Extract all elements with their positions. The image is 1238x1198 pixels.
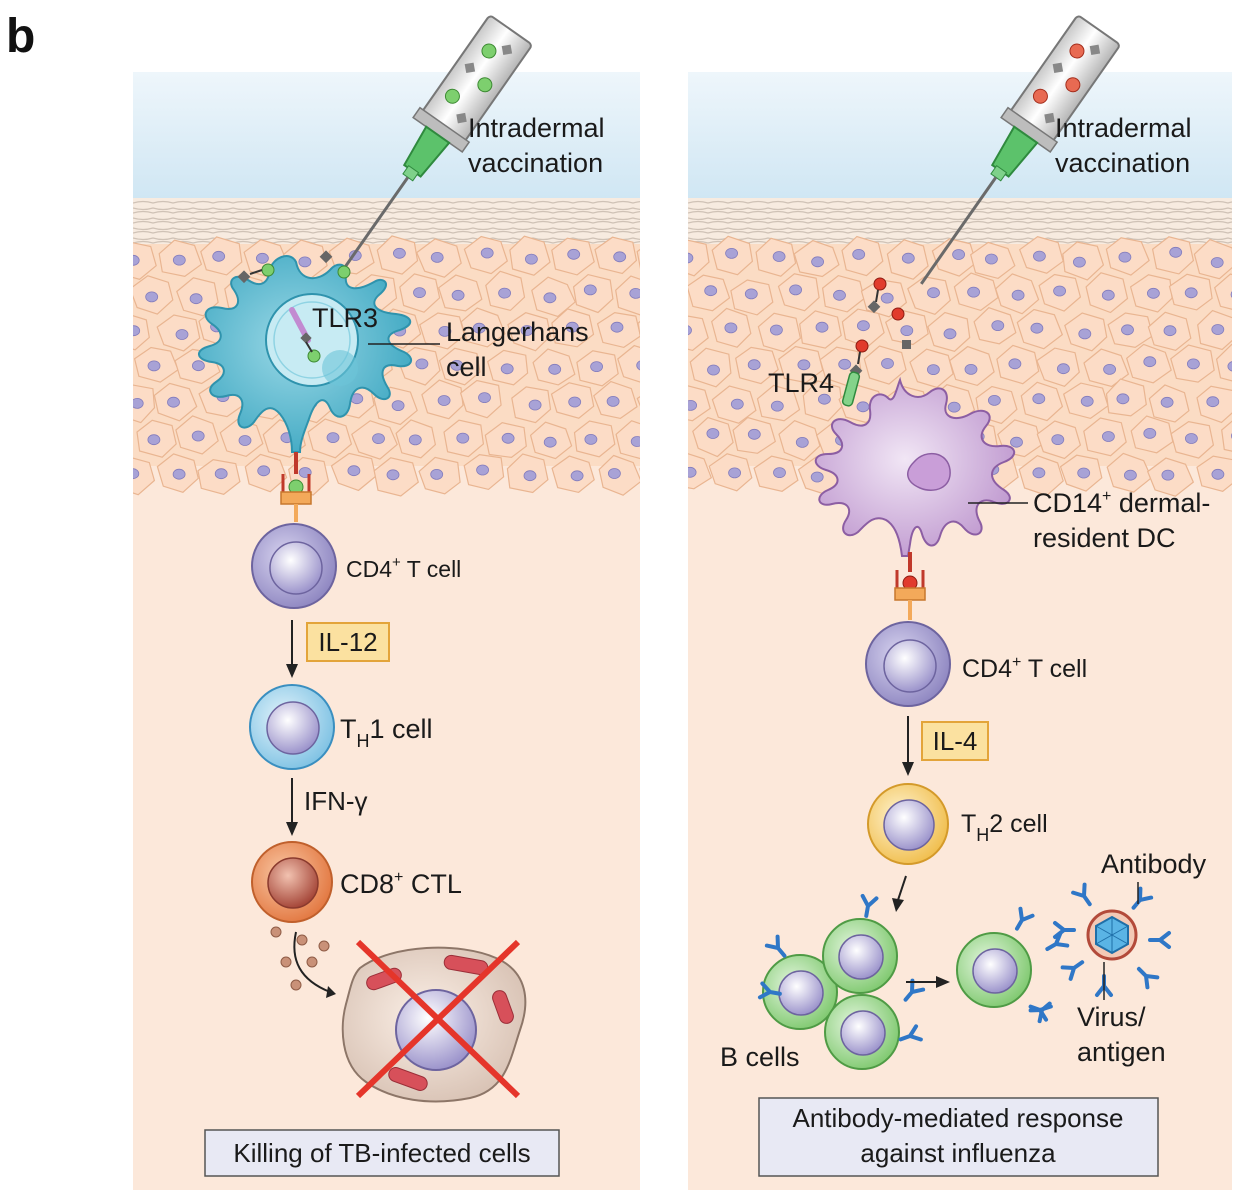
th2-cell (867, 783, 949, 865)
ifn-gamma-label: IFN-γ (304, 786, 368, 816)
virus-antigen-complex (1028, 882, 1171, 1024)
tb-infected-cell (341, 939, 527, 1103)
syringe-icon (332, 15, 532, 285)
mhc-tcr-synapse-right (894, 570, 926, 620)
cd4-t-cell-label: CD4+ T cell (346, 554, 461, 582)
il4-label: IL-4 (933, 726, 978, 756)
outcome-label-right-line2: against influenza (860, 1138, 1056, 1168)
arrow-th2-to-bcells (897, 875, 907, 901)
panel-letter: b (6, 10, 35, 63)
intradermal-label-line1: Intradermal (468, 113, 605, 143)
outcome-box-left (204, 1129, 560, 1177)
syringe-icon (920, 15, 1120, 285)
tlr3-label: TLR3 (312, 303, 378, 333)
il4-box (921, 721, 989, 761)
langerhans-label-line1: Langerhans (446, 317, 589, 347)
dermal-dc-label-line1: CD14+ dermal- (1033, 488, 1210, 518)
il12-box (306, 622, 390, 662)
sky-background (688, 72, 1232, 202)
sky-background (133, 72, 640, 202)
intradermal-label-line1-right: Intradermal (1055, 113, 1192, 143)
intradermal-label-line2: vaccination (468, 148, 603, 178)
tlr4-label: TLR4 (768, 368, 834, 398)
cd8-ctl-label: CD8+ CTL (340, 869, 462, 899)
b-cells-label: B cells (720, 1042, 800, 1072)
outcome-label-right-line1: Antibody-mediated response (793, 1103, 1124, 1133)
langerhans-cell (198, 255, 413, 474)
cd4-t-cell-label-right: CD4+ T cell (962, 654, 1087, 683)
il12-label: IL-12 (318, 627, 377, 657)
outcome-label-left: Killing of TB-infected cells (233, 1138, 530, 1168)
th2-cell-label: TH2 cell (961, 810, 1048, 845)
th1-cell-label: TH1 cell (340, 714, 433, 751)
th1-cell (249, 684, 335, 770)
cd4-t-cell (251, 523, 337, 609)
outcome-box-right (758, 1097, 1159, 1177)
virus-label-line2: antigen (1077, 1037, 1166, 1067)
dermal-dendritic-cell (814, 376, 1015, 572)
cd4-t-cell-right (865, 621, 951, 707)
antibody-label: Antibody (1101, 849, 1207, 879)
dermal-dc-label-line2: resident DC (1033, 523, 1176, 553)
adjuvant-particles-left (237, 250, 351, 284)
tlr4-receptor (841, 371, 861, 407)
cd8-ctl-cell (251, 841, 333, 923)
virus-label-line1: Virus/ (1077, 1002, 1146, 1032)
arrow-ctl-to-target (293, 931, 331, 993)
mhc-tcr-synapse-left (280, 474, 312, 522)
stratum-corneum (688, 198, 1232, 246)
langerhans-label-line2: cell (446, 352, 487, 382)
intradermal-label-line2-right: vaccination (1055, 148, 1190, 178)
cytotoxic-granules (270, 926, 330, 991)
